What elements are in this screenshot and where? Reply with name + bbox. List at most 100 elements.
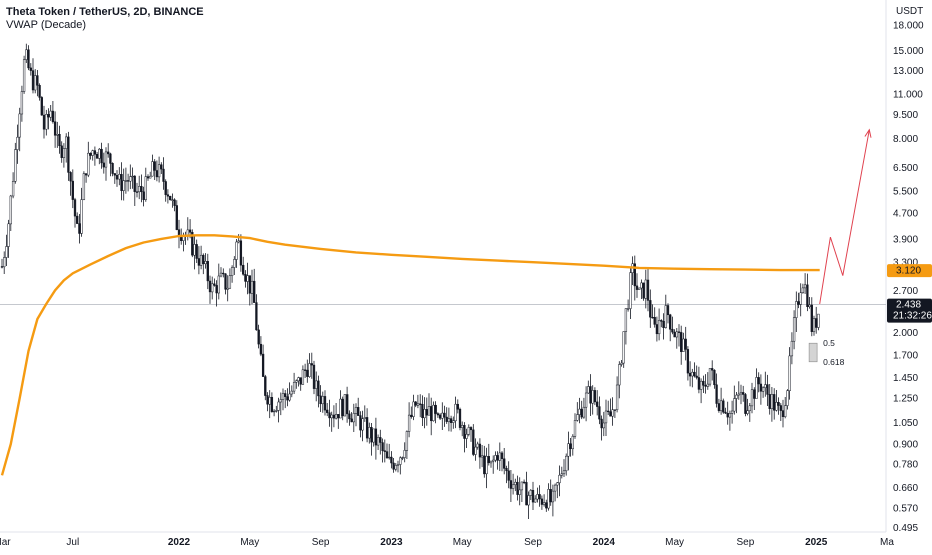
candle-body [242,264,245,275]
time-tick-label: 2022 [168,537,191,548]
price-badge-value: 2.438 [896,300,921,311]
candle-body [284,393,287,397]
price-tick-label: 1.450 [893,373,918,384]
candle-body [29,67,32,71]
fib-level-label: 0.618 [823,357,845,367]
candle-body [675,331,678,338]
candle-body [556,482,559,486]
fib-zone [808,342,818,363]
candle-body [175,205,178,230]
candle-body [341,398,344,417]
candle-body [461,425,464,428]
candle-body [489,460,493,464]
candle-body [629,272,632,309]
candle-body [529,490,532,496]
candle-body [542,502,546,505]
price-tick-label: 3.900 [893,234,918,245]
candle-body [494,455,497,461]
candle-body [34,75,37,91]
candle-body [500,452,504,459]
price-tick-label: 0.660 [893,483,918,494]
candle-body [416,403,420,406]
candle-body [151,161,154,177]
candle-body [443,412,446,418]
price-tick-label: 0.900 [893,440,918,451]
candle-body [549,489,552,503]
indicator-label[interactable]: VWAP (Decade) [6,19,87,31]
candle-body [722,400,725,413]
candle-body [611,409,614,417]
candle-body [226,287,229,290]
candle-body [211,283,214,293]
candle-body [684,338,687,350]
candle-body [95,154,99,159]
candle-body [507,470,510,481]
candle-body [573,420,577,437]
candle-body [812,318,816,332]
candle-body [786,390,789,406]
price-tick-label: 15.000 [893,46,924,57]
vwap-line [0,234,820,476]
candle-body [748,405,751,411]
candle-body [197,258,201,266]
candle-body [651,316,654,319]
candle-body [523,481,526,484]
candle-body [264,376,267,396]
candle-body [255,302,258,331]
candle-body [673,331,676,338]
candle-body [715,384,718,404]
candle-body [60,145,63,158]
candle-body [414,401,417,406]
candle-body [250,280,254,294]
candle-body [73,199,77,217]
candle-body [25,49,28,60]
candle-body [509,480,513,489]
candle-body [565,455,568,472]
candle-body [518,489,521,495]
candle-body [505,468,508,472]
candle-body [476,443,479,448]
candle-body [784,405,787,417]
candle-body [447,418,451,422]
candle-body [520,481,524,491]
time-tick-label: May [665,537,684,548]
candle-body [67,136,70,173]
candle-body [326,409,329,413]
candle-body [306,369,309,377]
candle-body [149,175,152,179]
candle-body [580,408,583,418]
candle-body [788,355,791,391]
candle-body [135,191,139,193]
candle-body [680,332,683,352]
candle-body [191,232,194,256]
candle-body [635,285,639,290]
candle-body [584,392,588,408]
candle-body [553,484,557,492]
candle-body [288,393,291,401]
candle-body [777,402,780,406]
price-tick-label: 4.700 [893,208,918,219]
candle-body [390,456,393,464]
candle-body [449,418,453,423]
symbol-title[interactable]: Theta Token / TetherUS, 2D, BINANCE [6,6,204,18]
candle-body [596,401,599,407]
candle-body [120,174,123,191]
candle-body [208,280,212,293]
projection-arrowhead [864,128,872,138]
candle-body [219,272,223,277]
candle-body [655,324,659,335]
candle-body [204,261,207,265]
candle-body [206,261,209,282]
candle-body [666,305,670,316]
time-tick-label: 2023 [380,537,403,548]
candle-body [609,411,612,417]
candle-body [381,442,384,451]
candle-body [173,199,176,206]
candle-body [600,418,603,429]
candle-body [483,455,486,475]
candle-body [53,121,57,136]
candle-body [536,494,539,500]
candle-body [365,417,369,439]
